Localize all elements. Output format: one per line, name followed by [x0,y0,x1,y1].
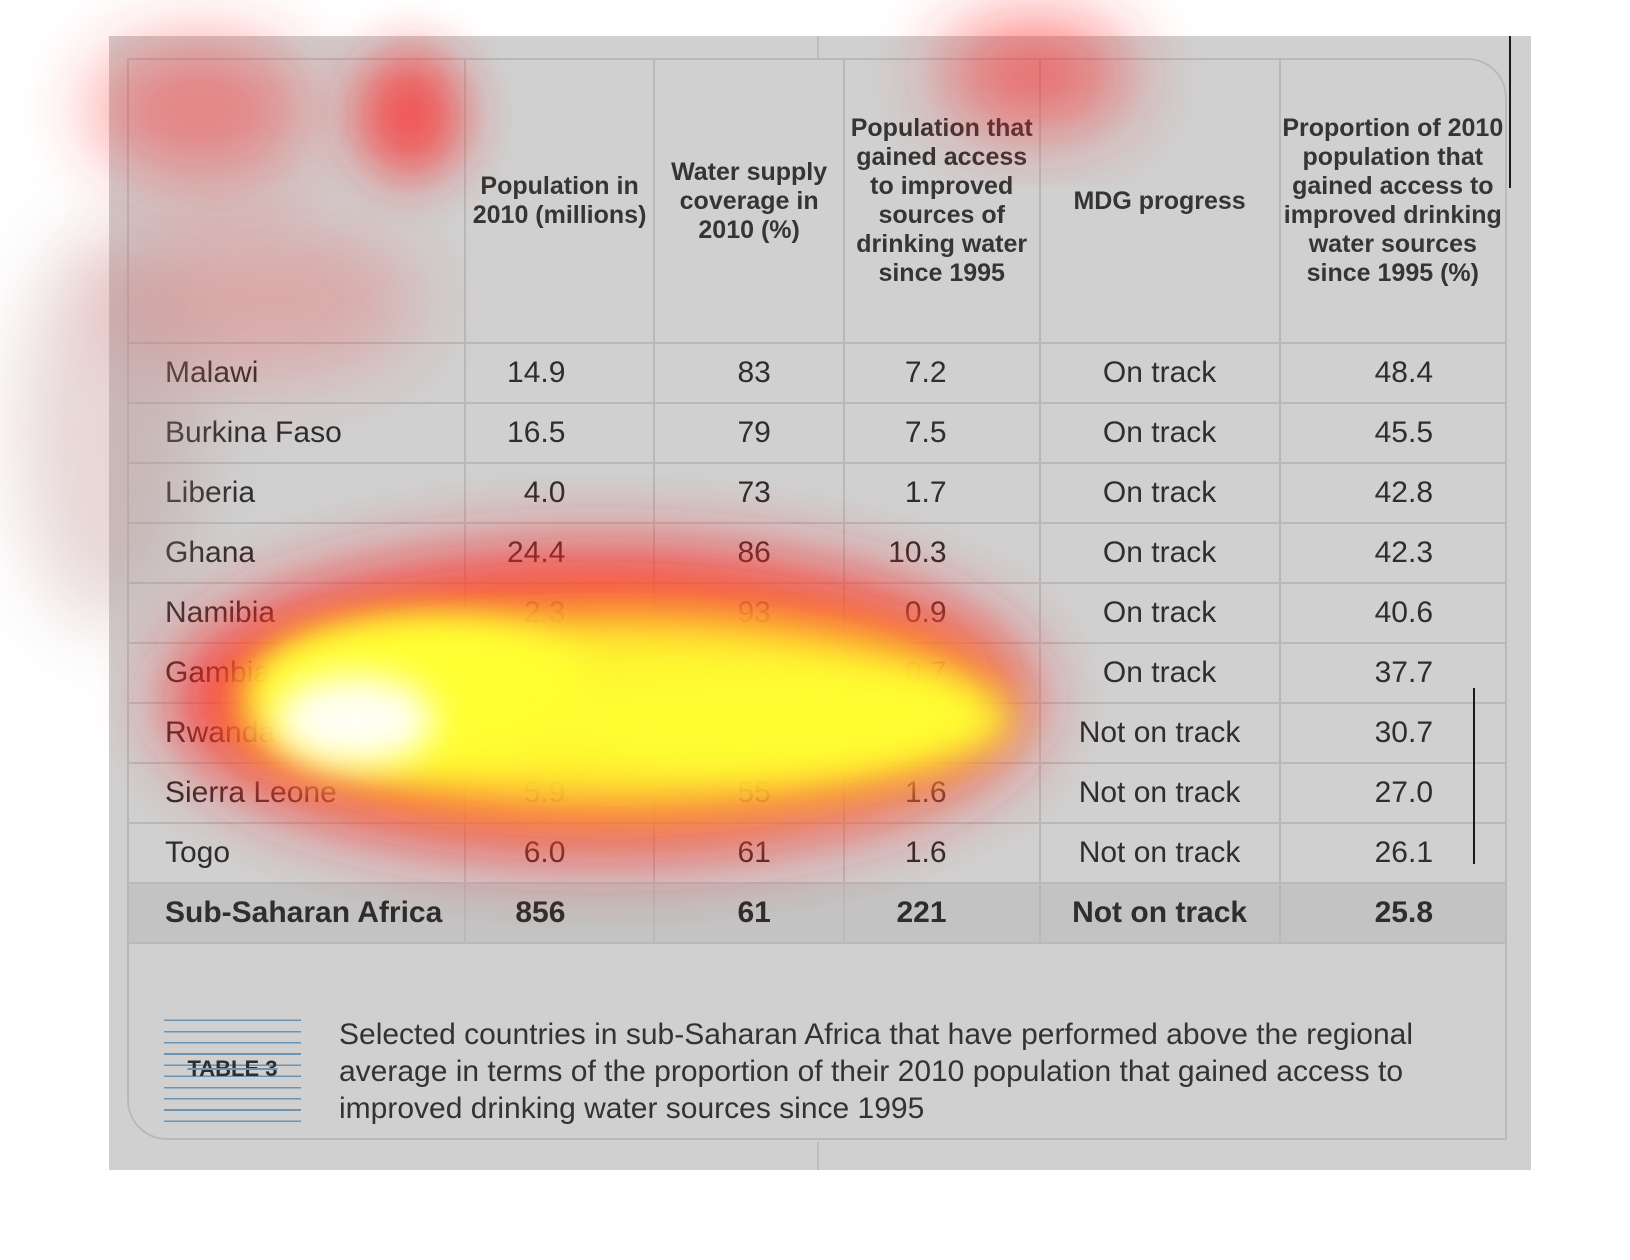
table-row: Togo 6.0 61 1.6 Not on track 26.1 [129,822,1505,884]
table-row: Rwanda 10.6 65 3.3 Not on track 30.7 [129,702,1505,764]
cell-gained-access: 221 [842,882,1041,944]
cell-gained-access: 0.7 [842,642,1041,704]
table-row: Gambia 1.7 89 0.7 On track 37.7 [129,642,1505,704]
cell-country: Namibia [129,582,466,644]
cell-population: 16.5 [463,402,656,464]
table-label: TABLE 3 [187,1056,278,1081]
cell-coverage: 89 [653,642,845,704]
table-row: Burkina Faso 16.5 79 7.5 On track 45.5 [129,402,1505,464]
cell-country: Gambia [129,642,466,704]
header-proportion: Proportion of 2010 population that gaine… [1278,60,1505,344]
cell-country: Liberia [129,462,466,524]
cell-population: 14.9 [463,343,656,404]
cell-population: 24.4 [463,522,656,584]
cell-population: 5.9 [463,762,656,824]
cell-mdg-progress: Not on track [1038,822,1281,884]
cell-country: Burkina Faso [129,402,466,464]
cell-population: 4.0 [463,462,656,524]
table-card: Population in 2010 (millions) Water supp… [127,58,1507,1140]
cell-proportion: 27.0 [1278,762,1505,824]
cell-gained-access: 1.6 [842,762,1041,824]
table-row: Ghana 24.4 86 10.3 On track 42.3 [129,522,1505,584]
cell-gained-access: 7.2 [842,343,1041,404]
table-caption: TABLE 3 Selected countries in sub-Sahara… [129,972,1505,1138]
cell-coverage: 86 [653,522,845,584]
table-label-badge: TABLE 3 [164,1010,301,1128]
cell-population: 856 [463,882,656,944]
cell-mdg-progress: On track [1038,582,1281,644]
cell-coverage: 55 [653,762,845,824]
cell-population: 1.7 [463,642,656,704]
cell-country: Sub-Saharan Africa [129,882,466,944]
cell-proportion: 40.6 [1278,582,1505,644]
margin-line [1473,688,1475,864]
cell-mdg-progress: Not on track [1038,882,1281,944]
cell-proportion: 45.5 [1278,402,1505,464]
page-gutter-line [817,1142,819,1170]
cell-country: Sierra Leone [129,762,466,824]
cell-proportion: 42.8 [1278,462,1505,524]
table-row: Sierra Leone 5.9 55 1.6 Not on track 27.0 [129,762,1505,824]
cell-proportion: 42.3 [1278,522,1505,584]
cell-gained-access: 7.5 [842,402,1041,464]
cell-mdg-progress: On track [1038,642,1281,704]
cell-mdg-progress: On track [1038,343,1281,404]
page-gutter-line [817,36,819,58]
cell-proportion: 37.7 [1278,642,1505,704]
cell-proportion: 25.8 [1278,882,1505,944]
cell-mdg-progress: Not on track [1038,702,1281,764]
cell-proportion: 26.1 [1278,822,1505,884]
cell-country: Malawi [129,343,466,404]
table-row: Namibia 2.3 93 0.9 On track 40.6 [129,582,1505,644]
table-body: Malawi 14.9 83 7.2 On track 48.4 Burkina Faso 1… [129,343,1505,944]
cell-population: 10.6 [463,702,656,764]
data-table: Population in 2010 (millions) Water supp… [129,60,1505,944]
header-coverage: Water supply coverage in 2010 (%) [653,60,845,344]
cell-country: Ghana [129,522,466,584]
table-total-row: Sub-Saharan Africa 856 61 221 Not on track 25… [129,882,1505,944]
cell-mdg-progress: Not on track [1038,762,1281,824]
cell-gained-access: 0.9 [842,582,1041,644]
header-row: Population in 2010 (millions) Water supp… [129,60,1505,344]
cell-gained-access: 3.3 [842,702,1041,764]
cell-proportion: 30.7 [1278,702,1505,764]
cell-proportion: 48.4 [1278,343,1505,404]
table-row: Malawi 14.9 83 7.2 On track 48.4 [129,343,1505,404]
cell-country: Rwanda [129,702,466,764]
cell-mdg-progress: On track [1038,522,1281,584]
cell-coverage: 73 [653,462,845,524]
cell-gained-access: 10.3 [842,522,1041,584]
cell-population: 2.3 [463,582,656,644]
header-country [129,60,466,344]
cell-coverage: 61 [653,822,845,884]
margin-line [1509,36,1511,188]
cell-coverage: 79 [653,402,845,464]
cell-gained-access: 1.7 [842,462,1041,524]
header-population: Population in 2010 (millions) [463,60,656,344]
cell-gained-access: 1.6 [842,822,1041,884]
cell-coverage: 83 [653,343,845,404]
caption-text: Selected countries in sub-Saharan Africa… [339,1018,1413,1125]
cell-mdg-progress: On track [1038,462,1281,524]
cell-population: 6.0 [463,822,656,884]
cell-country: Togo [129,822,466,884]
header-mdg-progress: MDG progress [1038,60,1281,344]
cell-coverage: 65 [653,702,845,764]
header-gained-access: Population that gained access to improve… [842,60,1041,344]
cell-coverage: 61 [653,882,845,944]
cell-mdg-progress: On track [1038,402,1281,464]
cell-coverage: 93 [653,582,845,644]
table-row: Liberia 4.0 73 1.7 On track 42.8 [129,462,1505,524]
